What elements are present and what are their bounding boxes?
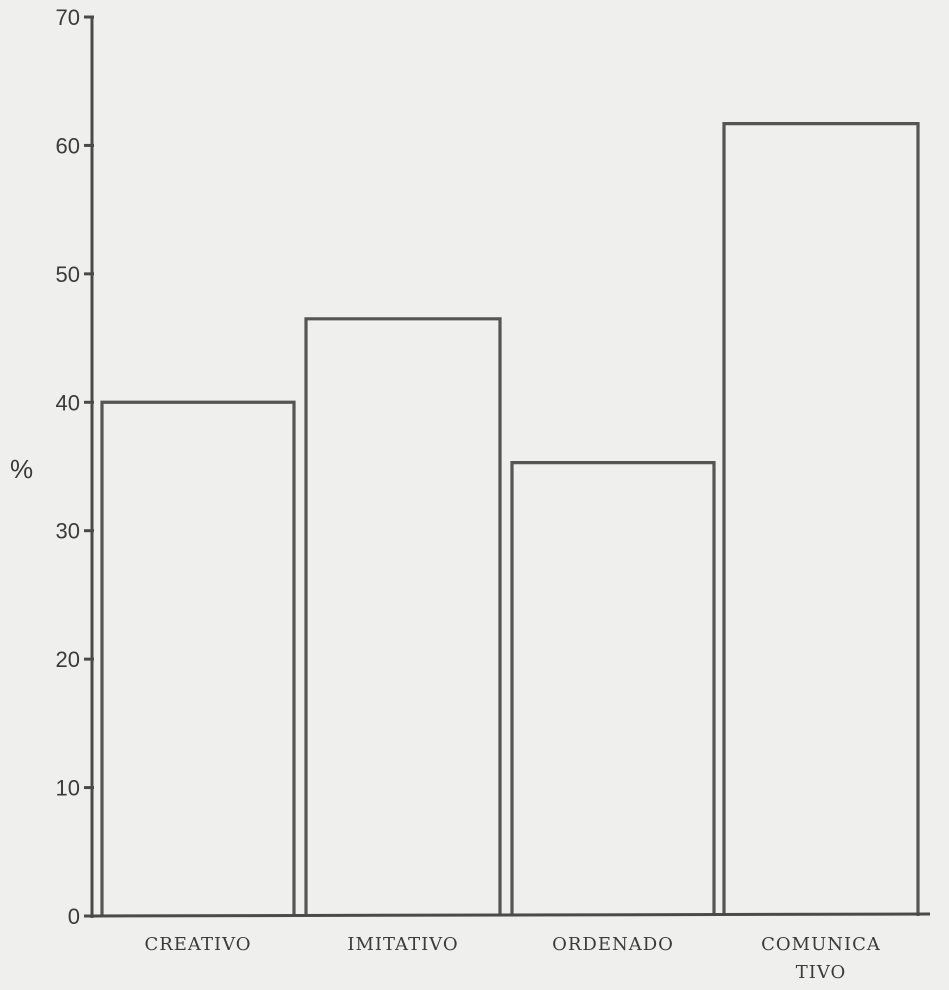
bar [722, 121, 920, 916]
bar [510, 461, 716, 916]
category-label-line2: TIVO [796, 962, 847, 983]
y-tick-label: 40 [56, 390, 80, 415]
y-axis-label: % [10, 454, 33, 484]
bar [304, 317, 502, 916]
y-tick-label: 30 [56, 519, 80, 544]
category-label: CREATIVO [144, 934, 251, 955]
bar [100, 400, 296, 916]
y-tick-label: 70 [56, 5, 80, 30]
y-tick-label: 0 [68, 904, 80, 929]
bars [100, 121, 920, 916]
y-tick-label: 20 [56, 647, 80, 672]
category-label: COMUNICA [761, 934, 881, 955]
x-axis [91, 912, 931, 918]
y-axis: 0 10 20 30 40 50 60 70 [56, 5, 94, 929]
y-tick-label: 50 [56, 262, 80, 287]
y-tick-label: 60 [56, 133, 80, 158]
y-tick-label: 10 [56, 776, 80, 801]
category-label: IMITATIVO [347, 934, 458, 955]
x-axis-line [91, 912, 931, 918]
category-labels: CREATIVO IMITATIVO ORDENADO COMUNICA TIVO [144, 934, 881, 983]
category-label: ORDENADO [552, 934, 674, 955]
